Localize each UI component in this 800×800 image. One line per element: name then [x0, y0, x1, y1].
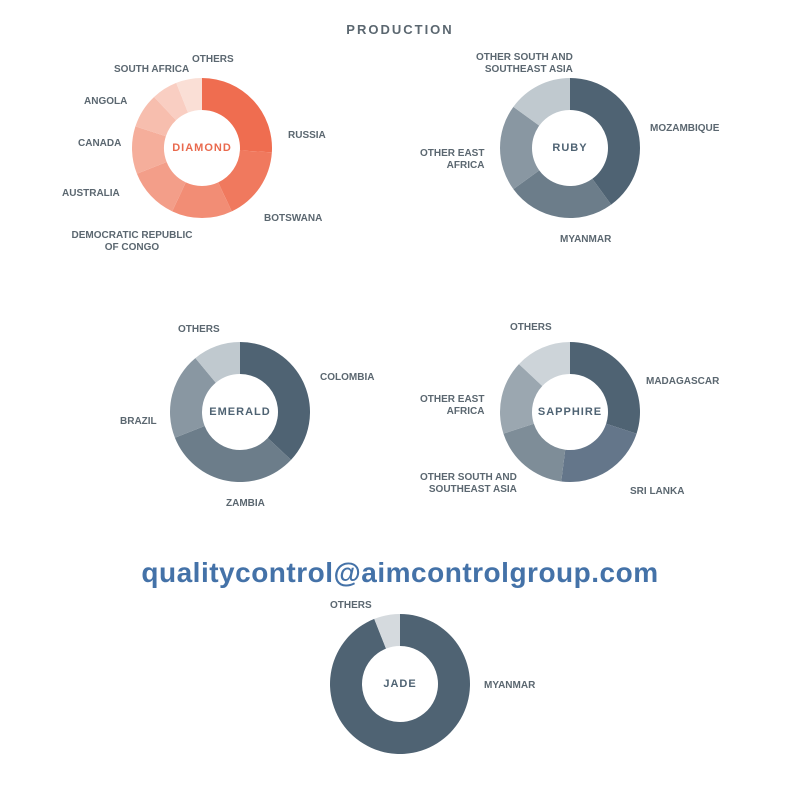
center-label-diamond: DIAMOND [172, 142, 232, 154]
slice-label: OTHER SOUTH AND SOUTHEAST ASIA [476, 52, 573, 75]
slice [240, 342, 310, 460]
center-label-emerald: EMERALD [209, 406, 270, 418]
slice-label: OTHER EAST AFRICA [420, 394, 484, 417]
slice-label: CANADA [78, 138, 121, 150]
slice-label: ANGOLA [84, 96, 127, 108]
slice [561, 424, 636, 482]
slice-label: COLOMBIA [320, 372, 374, 384]
slice-label: OTHERS [192, 54, 234, 66]
slice-label: MYANMAR [484, 680, 535, 692]
slice-label: ZAMBIA [226, 498, 265, 510]
slice-label: DEMOCRATIC REPUBLIC OF CONGO [72, 230, 193, 253]
chart-jade: JADEMYANMAROTHERS [330, 614, 470, 754]
slice-label: SRI LANKA [630, 486, 684, 498]
page-title: PRODUCTION [0, 0, 800, 37]
slice-label: OTHER EAST AFRICA [420, 148, 484, 171]
chart-ruby: RUBYMOZAMBIQUEMYANMAROTHER EAST AFRICAOT… [500, 78, 640, 218]
center-label-sapphire: SAPPHIRE [538, 406, 602, 418]
chart-diamond: DIAMONDRUSSIABOTSWANADEMOCRATIC REPUBLIC… [132, 78, 272, 218]
slice-label: OTHERS [510, 322, 552, 334]
slice-label: MOZAMBIQUE [650, 123, 719, 135]
slice [570, 342, 640, 434]
slice-label: BOTSWANA [264, 213, 322, 225]
watermark-text: qualitycontrol@aimcontrolgroup.com [0, 557, 800, 589]
slice-label: OTHERS [330, 600, 372, 612]
slice-label: MYANMAR [560, 234, 611, 246]
slice-label: BRAZIL [120, 416, 157, 428]
chart-sapphire: SAPPHIREMADAGASCARSRI LANKAOTHER SOUTH A… [500, 342, 640, 482]
center-label-ruby: RUBY [552, 142, 587, 154]
center-label-jade: JADE [383, 678, 416, 690]
slice-label: OTHER SOUTH AND SOUTHEAST ASIA [420, 472, 517, 495]
slice-label: OTHERS [178, 324, 220, 336]
slice-label: SOUTH AFRICA [114, 64, 189, 76]
chart-emerald: EMERALDCOLOMBIAZAMBIABRAZILOTHERS [170, 342, 310, 482]
slice-label: MADAGASCAR [646, 376, 719, 388]
slice-label: RUSSIA [288, 130, 326, 142]
slice-label: AUSTRALIA [62, 188, 120, 200]
